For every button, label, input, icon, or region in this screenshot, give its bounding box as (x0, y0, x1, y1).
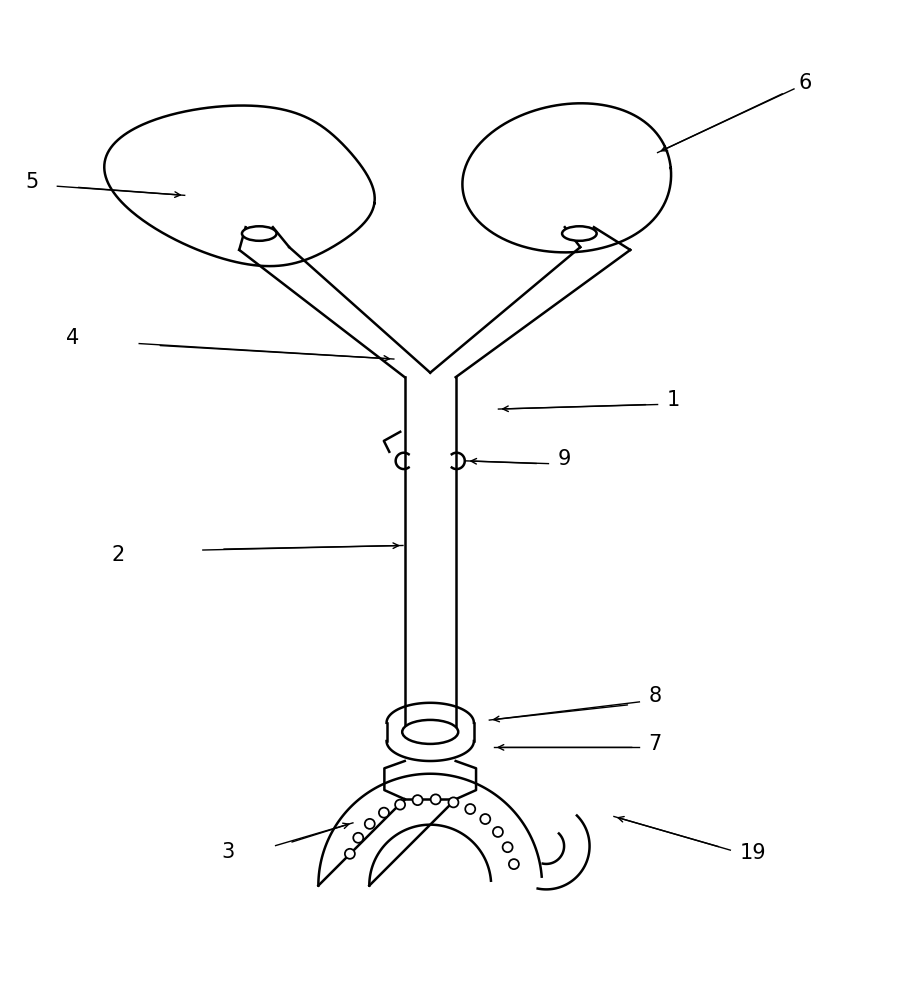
Circle shape (509, 859, 519, 869)
Circle shape (502, 842, 512, 852)
Circle shape (431, 794, 441, 804)
Text: 2: 2 (112, 545, 125, 565)
Text: 7: 7 (649, 734, 662, 754)
Circle shape (480, 814, 490, 824)
Circle shape (365, 819, 375, 829)
Text: 4: 4 (67, 328, 80, 348)
Text: 8: 8 (649, 686, 662, 706)
Text: 1: 1 (667, 390, 680, 410)
Circle shape (353, 833, 363, 843)
Circle shape (465, 804, 475, 814)
Text: 6: 6 (799, 73, 812, 93)
Ellipse shape (403, 720, 458, 744)
Circle shape (395, 800, 405, 810)
Circle shape (493, 827, 503, 837)
Text: 5: 5 (26, 172, 38, 192)
Circle shape (345, 849, 355, 859)
Text: 9: 9 (557, 449, 571, 469)
Circle shape (448, 797, 458, 807)
Ellipse shape (242, 226, 276, 241)
Text: 19: 19 (739, 843, 766, 863)
Text: 3: 3 (221, 842, 234, 862)
Circle shape (379, 808, 389, 818)
Ellipse shape (562, 226, 597, 241)
Circle shape (413, 795, 423, 805)
